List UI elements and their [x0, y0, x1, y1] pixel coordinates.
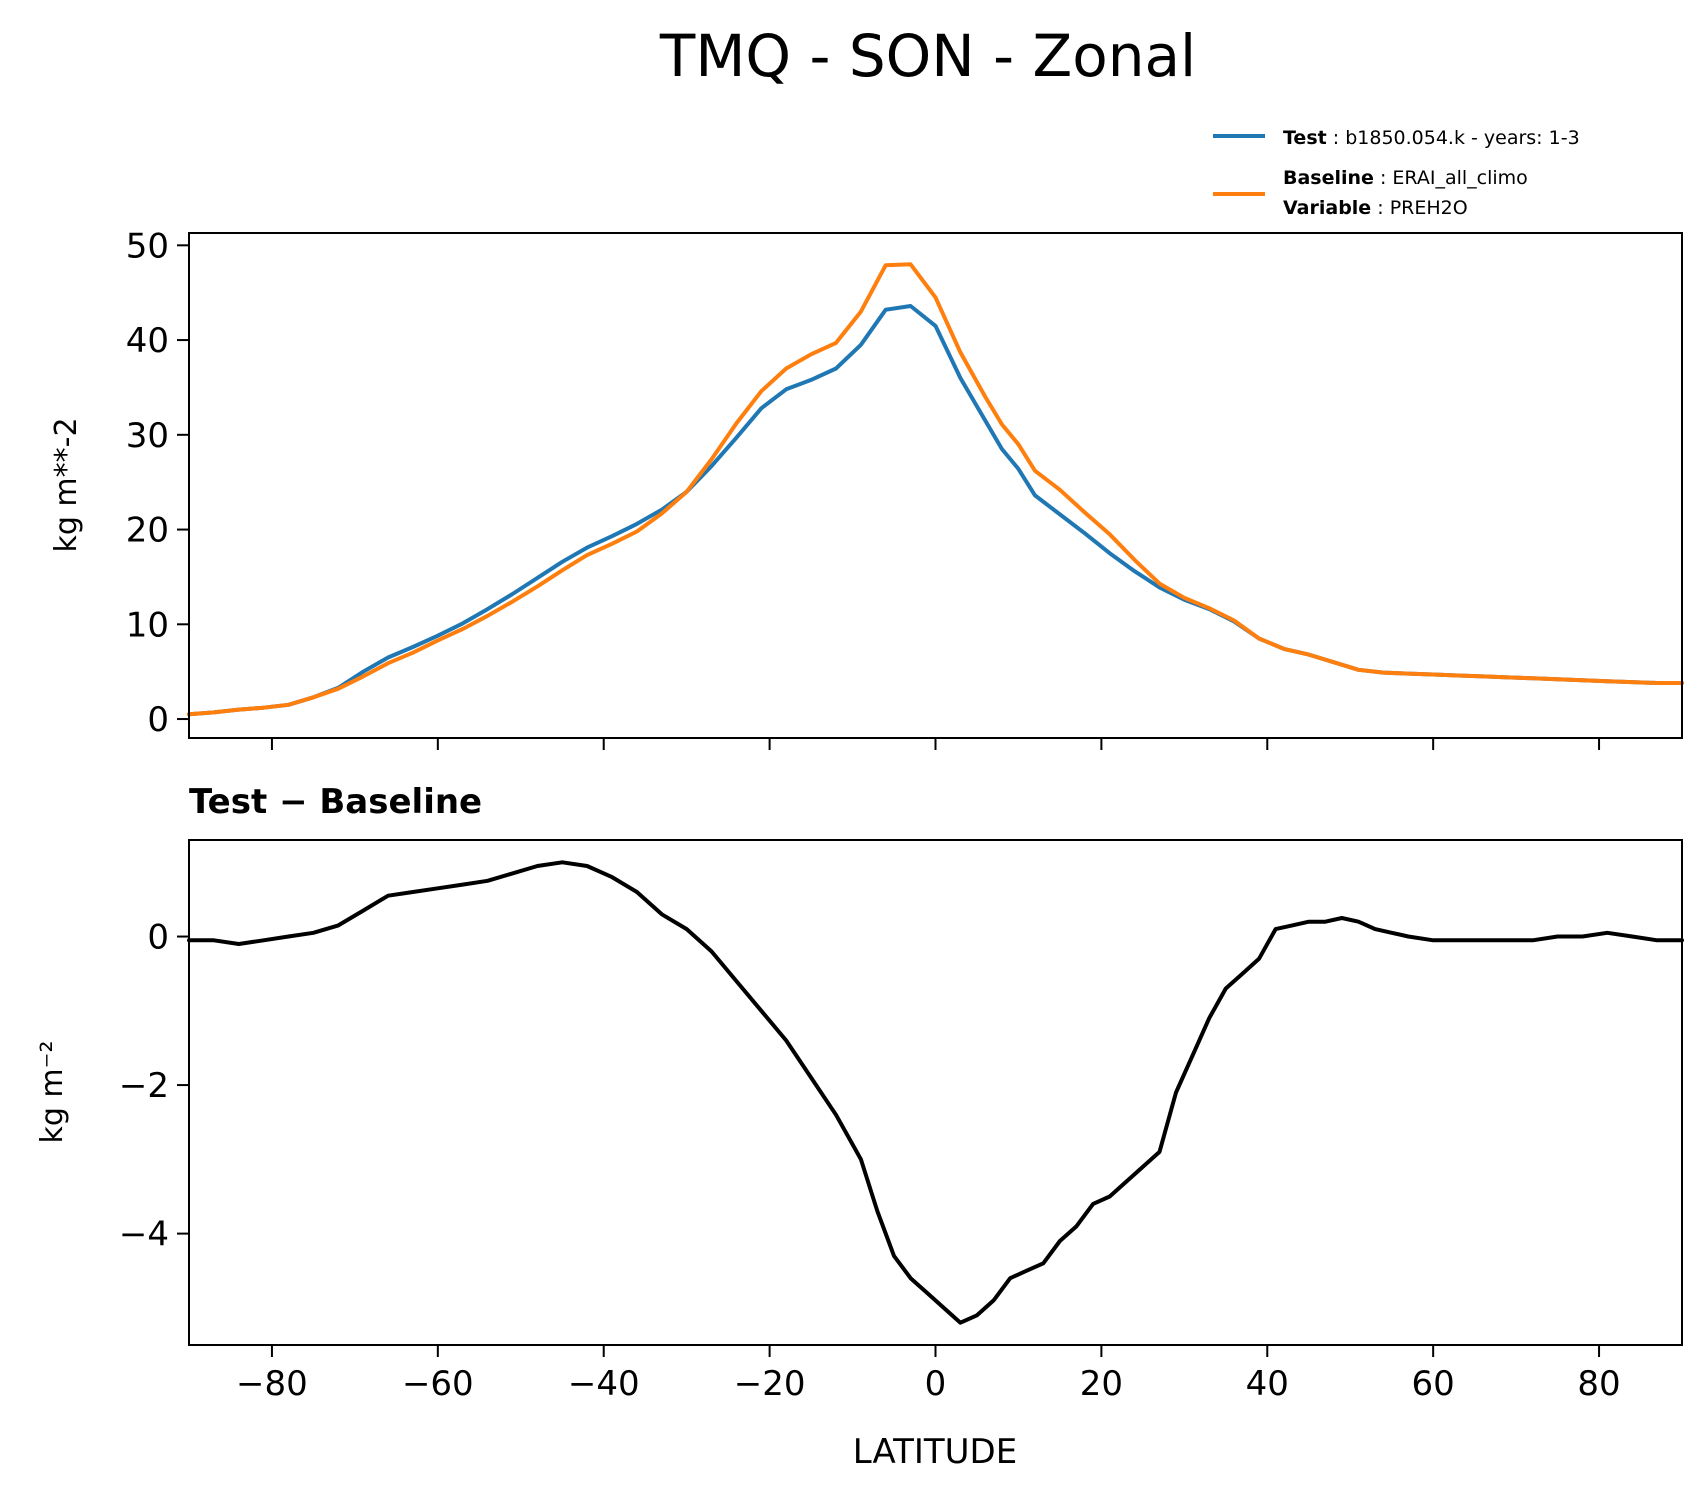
legend-baseline-key: Baseline: [1283, 167, 1374, 189]
legend-variable-text: PREH2O: [1390, 197, 1468, 219]
y-tick-label: −2: [119, 1066, 169, 1106]
x-tick-label: −20: [734, 1364, 806, 1404]
x-tick-label: 40: [1246, 1364, 1289, 1404]
y-tick-label: −4: [119, 1215, 169, 1255]
bottom-series-line-difference: [187, 860, 1684, 1325]
y-tick-label: 50: [126, 226, 169, 266]
y-tick-label: 30: [126, 416, 169, 456]
legend: Test : b1850.054.k - years: 1-3 Baseline…: [1213, 127, 1580, 219]
legend-baseline-entry: Baseline : ERAI_all_climo: [1283, 167, 1528, 189]
bottom-xlabel: LATITUDE: [853, 1432, 1017, 1472]
legend-baseline-text: ERAI_all_climo: [1392, 167, 1527, 189]
x-tick-label: 60: [1412, 1364, 1455, 1404]
legend-test-entry: Test : b1850.054.k - years: 1-3: [1283, 127, 1580, 149]
bottom-plot-frame: [188, 839, 1683, 1346]
legend-test-key: Test: [1283, 127, 1327, 149]
legend-variable-entry: Variable : PREH2O: [1283, 197, 1468, 219]
legend-separator: :: [1327, 127, 1345, 149]
top-ylabel: kg m**-2: [49, 417, 84, 552]
x-tick-label: 0: [925, 1364, 947, 1404]
legend-separator: :: [1374, 167, 1392, 189]
y-tick-label: 0: [147, 700, 169, 740]
legend-variable-key: Variable: [1283, 197, 1371, 219]
y-tick-label: 20: [126, 511, 169, 551]
bottom-ylabel: kg m⁻²: [35, 1040, 70, 1143]
x-tick-label: −60: [402, 1364, 474, 1404]
figure-title: TMQ - SON - Zonal: [659, 22, 1196, 90]
y-tick-label: 40: [126, 321, 169, 361]
legend-separator: :: [1371, 197, 1389, 219]
x-tick-label: −40: [568, 1364, 640, 1404]
x-tick-label: 80: [1577, 1364, 1620, 1404]
x-tick-label: 20: [1080, 1364, 1123, 1404]
bottom-title: Test − Baseline: [189, 782, 482, 822]
top-panel: 0 10 20 30 40 50 kg m**-2: [49, 226, 1684, 750]
y-tick-label: 0: [147, 918, 169, 958]
bottom-panel: Test − Baseline −80 −60 −40 −20 0 20 40 60 80−4−…: [35, 782, 1684, 1472]
y-tick-label: 10: [126, 605, 169, 645]
top-series-line-baseline: [187, 262, 1684, 717]
legend-test-text: b1850.054.k - years: 1-3: [1345, 127, 1579, 149]
top-plot-frame: [188, 232, 1683, 739]
x-tick-label: −80: [236, 1364, 308, 1404]
